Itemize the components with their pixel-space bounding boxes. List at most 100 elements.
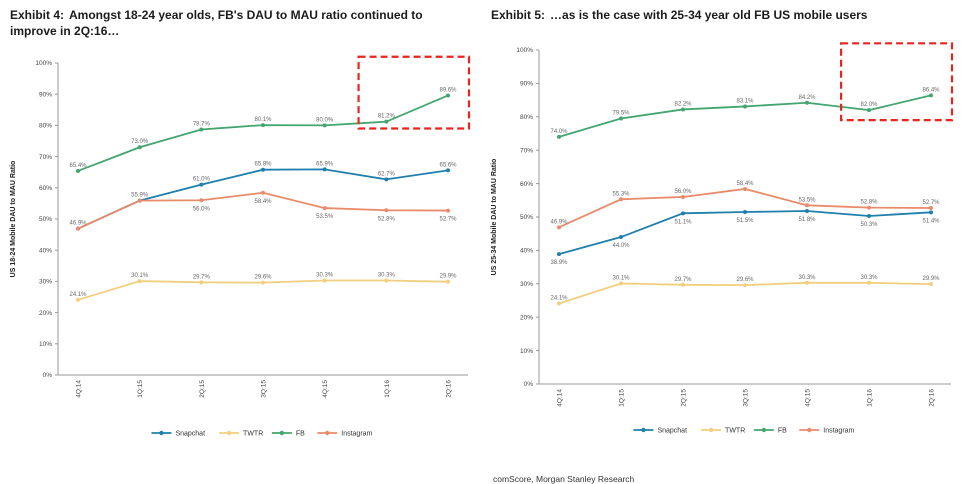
exhibit4-chart: 0% 10% 20% 30% 40% 50% 60% 70% 80% 90% 100% 4Q:14 1Q… [0,41,481,476]
y-tick-label: 20% [39,310,52,317]
exhibit4-label: Exhibit 4: [10,8,65,22]
x-tick-label: 1Q:15 [137,380,144,398]
exhibit5-title: Exhibit 5: …as is the case with 25-34 yea… [481,0,963,26]
legend: Snapchat TWTR FB Instagram [633,427,855,434]
exhibit5-label: Exhibit 5: [491,8,546,22]
data-label: 74.0% [550,128,568,134]
y-tick-label: 80% [520,114,533,121]
x-tick-label: 4Q:14 [76,380,83,398]
x-tick-label: 4Q:15 [322,380,329,398]
data-label: 78.7% [193,122,211,128]
x-tick-label: 2Q:16 [446,380,453,398]
y-tick-label: 70% [39,154,52,161]
data-label: 29.7% [674,276,692,282]
data-label: 50.3% [860,222,878,228]
data-label: 38.9% [550,260,568,266]
exhibit4-panel: Exhibit 4: Amongst 18-24 year olds, FB's … [0,0,481,483]
y-tick-label: 100% [516,47,533,54]
data-label: 52.8% [378,216,396,222]
data-label: 58.4% [736,181,754,187]
data-label: 29.6% [254,275,272,281]
x-tick-label: 1Q:16 [867,388,874,406]
y-tick-label: 90% [39,92,52,99]
data-label: 29.9% [439,274,457,280]
data-label: 80.0% [316,118,334,124]
y-tick-label: 70% [520,147,533,154]
x-tick-label: 4Q:14 [557,388,564,406]
legend-label: FB [778,427,787,434]
data-label: 29.9% [922,276,940,282]
data-label: 81.2% [378,114,396,120]
data-label: 51.5% [736,218,754,224]
data-label: 73.0% [131,139,149,145]
legend-label: FB [296,431,305,438]
data-label: 30.3% [378,273,396,279]
y-tick-label: 80% [39,123,52,130]
data-label: 62.7% [378,172,396,178]
legend-label: Snapchat [657,427,687,434]
data-label: 52.7% [439,217,457,223]
legend: Snapchat TWTR FB Instagram [151,431,373,438]
data-label: 55.9% [131,193,149,199]
series-instagram: 46.9% 55.3% 56.0% 58.4% 53.5% 52.8% 52.7% [550,181,940,229]
data-label: 30.1% [131,273,149,279]
exhibit5-title-text: …as is the case with 25-34 year old FB U… [550,8,868,22]
y-tick-label: 10% [520,347,533,354]
y-tick-label: 40% [39,248,52,255]
x-tick-label: 1Q:16 [384,380,391,398]
data-label: 52.7% [922,200,940,206]
data-label: 44.0% [612,243,630,249]
highlight-box [840,41,954,121]
data-label: 24.1% [550,295,568,301]
data-label: 83.1% [736,98,754,104]
data-label: 84.2% [798,94,816,100]
y-tick-label: 0% [524,381,534,388]
x-tick-label: 2Q:15 [199,380,206,398]
data-label: 89.6% [439,88,457,94]
data-label: 29.6% [736,277,754,283]
highlight-box [357,55,471,130]
data-label: 51.4% [922,218,940,224]
y-tick-label: 50% [39,216,52,223]
data-label: 86.4% [922,87,940,93]
y-axis-title: US 25-34 Mobile DAU to MAU Ratio [491,158,498,275]
data-label: 82.0% [860,102,878,108]
data-label: 65.6% [439,163,457,169]
data-label: 80.1% [254,117,272,123]
data-label: 30.3% [860,274,878,280]
data-label: 65.4% [69,163,87,169]
data-label: 61.0% [193,177,211,183]
data-label: 55.3% [612,191,630,197]
data-label: 29.7% [193,275,211,281]
data-label: 53.5% [316,214,334,220]
y-axis-title: US 18-24 Mobile DAU to MAU Ratio [10,161,17,278]
series-twtr: 24.1% 30.1% 29.7% 29.6% 30.3% 30.3% 29.9% [69,273,457,302]
data-label: 58.4% [254,199,272,205]
series-fb: 65.4% 73.0% 78.7% 80.1% 80.0% 81.2% 89.6% [69,88,457,174]
x-tick-label: 3Q:15 [743,388,750,406]
y-tick-label: 20% [520,314,533,321]
data-label: 46.9% [550,219,568,225]
series-twtr: 24.1% 30.1% 29.7% 29.6% 30.3% 30.3% 29.9% [550,274,940,306]
exhibit5-line-chart: 0% 10% 20% 30% 40% 50% 60% 70% 80% 90% 100% 4Q:14 1Q… [491,41,954,434]
exhibit4-title-text: Amongst 18-24 year olds, FB's DAU to MAU… [10,8,423,38]
data-label: 82.2% [674,101,692,107]
y-tick-label: 100% [35,60,52,67]
legend-label: Instagram [341,431,372,438]
data-label: 65.8% [254,162,272,168]
y-tick-label: 60% [520,180,533,187]
legend-label: TWTR [243,431,263,438]
y-tick-label: 10% [39,341,52,348]
y-tick-label: 30% [39,279,52,286]
legend-label: Snapchat [175,431,205,438]
data-label: 53.5% [798,197,816,203]
x-tick-label: 2Q:15 [681,388,688,406]
exhibit4-line-chart: 0% 10% 20% 30% 40% 50% 60% 70% 80% 90% 100% 4Q:14 1Q… [10,55,471,438]
data-label: 56.0% [674,189,692,195]
series-snapchat: 38.9% 44.0% 51.1% 51.5% 51.8% 50.3% 51.4% [550,208,940,266]
y-tick-label: 30% [520,281,533,288]
series-instagram: 56.0% 58.4% 53.5% 52.8% 52.7% [76,190,457,231]
data-label: 30.3% [798,274,816,280]
legend-label: Instagram [823,427,854,434]
